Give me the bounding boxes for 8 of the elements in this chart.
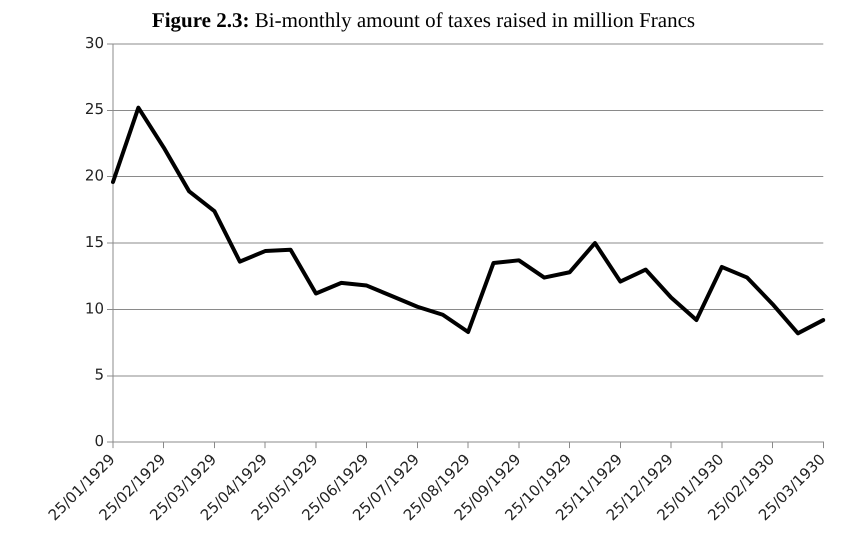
y-tick-label: 10 [84,299,104,318]
y-tick-label: 25 [84,100,104,118]
y-tick-label: 5 [94,366,104,384]
y-tick-label: 15 [84,232,104,251]
y-tick-label: 20 [84,166,104,185]
chart-title: Figure 2.3: Bi-monthly amount of taxes raised in million Francs [150,8,696,32]
y-tick-label: 0 [94,432,104,450]
y-tick-label: 30 [84,34,104,52]
